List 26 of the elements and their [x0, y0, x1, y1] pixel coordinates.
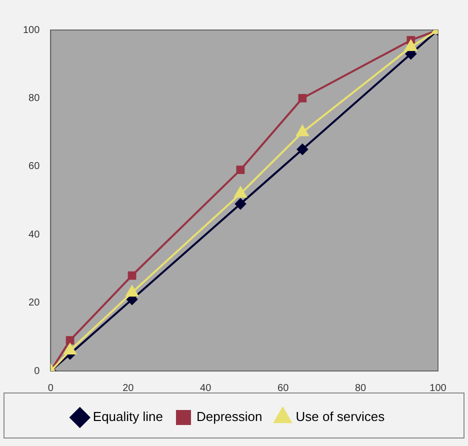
point: [236, 166, 245, 174]
point: [404, 40, 418, 52]
point: [128, 271, 136, 280]
point: [66, 336, 74, 344]
x-tick-label: 40: [200, 382, 212, 394]
y-tick-label: 40: [28, 229, 40, 240]
point: [64, 344, 76, 355]
legend-label: Equality line: [92, 409, 164, 424]
x-tick-label: 20: [122, 382, 134, 394]
x-tick-label: 0: [48, 382, 54, 394]
x-tick-label: 100: [430, 382, 447, 394]
legend-label: Depression: [196, 409, 262, 424]
y-tick-label: 60: [28, 161, 40, 172]
x-tick-label: 60: [278, 382, 290, 394]
point: [296, 144, 308, 155]
point: [234, 186, 247, 198]
point: [296, 125, 309, 136]
point: [234, 198, 246, 210]
x-tick-label: 80: [354, 382, 367, 394]
point: [126, 286, 138, 297]
y-tick-label: 100: [22, 24, 40, 36]
legend-label: Use of services: [296, 409, 386, 424]
y-tick-label: 0: [34, 366, 40, 377]
point: [298, 94, 307, 102]
y-tick-label: 20: [28, 298, 40, 309]
y-tick-label: 80: [28, 92, 40, 104]
